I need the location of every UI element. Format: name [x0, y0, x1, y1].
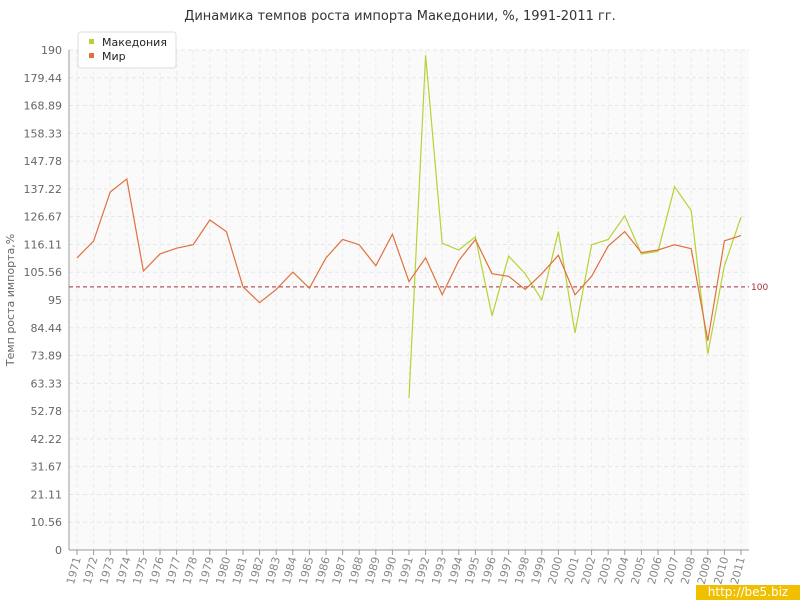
y-tick-label: 168.89 [24, 100, 63, 113]
legend-box [77, 31, 177, 69]
series-line [408, 55, 742, 399]
y-tick-label: 95 [48, 294, 62, 307]
y-tick-label: 73.89 [31, 350, 63, 363]
reference-label: 100 [751, 283, 768, 293]
y-tick-label: 63.33 [31, 377, 63, 390]
legend-swatch [89, 39, 94, 44]
y-tick-label: 137.22 [24, 183, 63, 196]
marks [69, 55, 749, 399]
watermark: http://be5.biz [708, 585, 788, 599]
y-tick-label: 31.67 [31, 461, 63, 474]
legend-swatch [89, 53, 94, 58]
y-tick-label: 10.56 [31, 516, 63, 529]
series-line [76, 177, 742, 341]
chart-title: Динамика темпов роста импорта Македонии,… [184, 9, 616, 24]
y-tick-label: 0 [55, 544, 62, 557]
watermark-bg [696, 585, 800, 600]
grid [68, 49, 749, 555]
y-tick-label: 105.56 [24, 266, 63, 279]
y-tick-label: 179.44 [24, 72, 63, 85]
y-tick-label: 147.78 [24, 155, 63, 168]
y-tick-label: 116.11 [24, 238, 63, 251]
y-tick-label: 84.44 [31, 322, 63, 335]
y-tick-label: 190 [41, 44, 62, 57]
y-tick-label: 158.33 [24, 127, 63, 140]
legend-label: Мир [102, 50, 126, 63]
y-tick-label: 21.11 [31, 488, 63, 501]
x-tick-label: 2011 [728, 555, 748, 585]
y-tick-label: 42.22 [31, 433, 63, 446]
y-tick-label: 126.67 [24, 211, 63, 224]
legend-label: Македония [102, 36, 167, 49]
y-axis-label: Темп роста импорта,% [4, 234, 17, 367]
y-tick-label: 52.78 [31, 405, 63, 418]
